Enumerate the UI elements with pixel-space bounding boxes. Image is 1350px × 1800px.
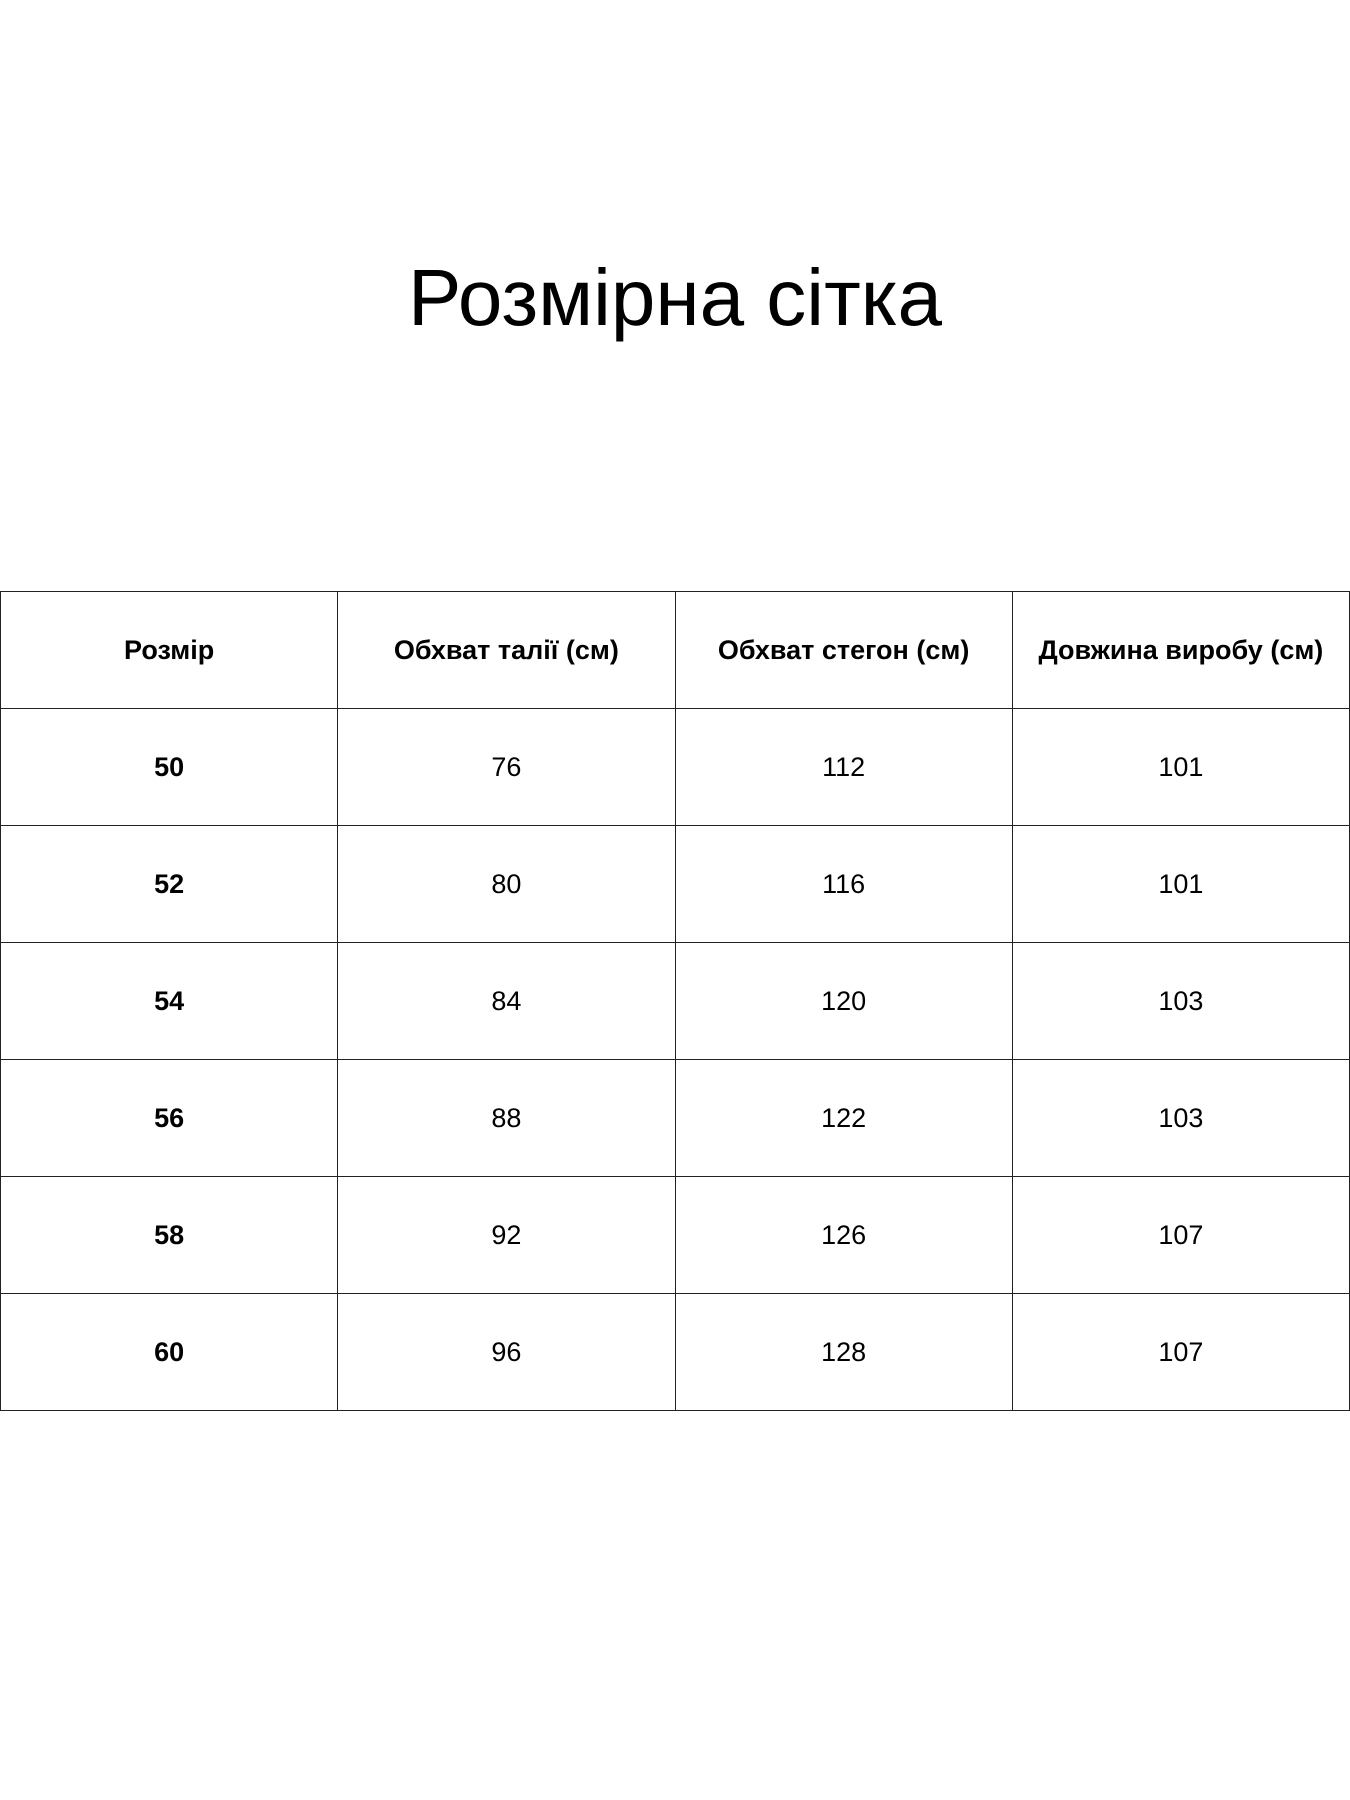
table-row: 54 84 120 103 <box>0 942 1350 1060</box>
page-title: Розмірна сітка <box>408 253 942 342</box>
header-hips: Обхват стегон (см) <box>674 591 1013 709</box>
header-size: Розмір <box>0 591 339 709</box>
table-row: 56 88 122 103 <box>0 1059 1350 1177</box>
cell-hips: 116 <box>674 825 1013 943</box>
cell-length: 103 <box>1011 1059 1350 1177</box>
cell-waist: 80 <box>337 825 676 943</box>
cell-hips: 128 <box>674 1293 1013 1411</box>
header-length: Довжина виробу (см) <box>1011 591 1350 709</box>
table-header-row: Розмір Обхват талії (см) Обхват стегон (… <box>0 591 1350 709</box>
cell-size: 52 <box>0 825 339 943</box>
cell-waist: 88 <box>337 1059 676 1177</box>
size-chart-table: Розмір Обхват талії (см) Обхват стегон (… <box>0 591 1350 1411</box>
cell-waist: 96 <box>337 1293 676 1411</box>
cell-length: 101 <box>1011 825 1350 943</box>
table-row: 52 80 116 101 <box>0 825 1350 943</box>
table-row: 60 96 128 107 <box>0 1293 1350 1411</box>
cell-length: 107 <box>1011 1176 1350 1294</box>
cell-waist: 92 <box>337 1176 676 1294</box>
table-row: 50 76 112 101 <box>0 708 1350 826</box>
cell-hips: 126 <box>674 1176 1013 1294</box>
cell-length: 107 <box>1011 1293 1350 1411</box>
cell-size: 60 <box>0 1293 339 1411</box>
cell-waist: 76 <box>337 708 676 826</box>
cell-length: 103 <box>1011 942 1350 1060</box>
cell-hips: 112 <box>674 708 1013 826</box>
cell-hips: 120 <box>674 942 1013 1060</box>
cell-length: 101 <box>1011 708 1350 826</box>
cell-size: 54 <box>0 942 339 1060</box>
cell-size: 58 <box>0 1176 339 1294</box>
cell-waist: 84 <box>337 942 676 1060</box>
cell-size: 50 <box>0 708 339 826</box>
cell-hips: 122 <box>674 1059 1013 1177</box>
header-waist: Обхват талії (см) <box>337 591 676 709</box>
cell-size: 56 <box>0 1059 339 1177</box>
table-row: 58 92 126 107 <box>0 1176 1350 1294</box>
